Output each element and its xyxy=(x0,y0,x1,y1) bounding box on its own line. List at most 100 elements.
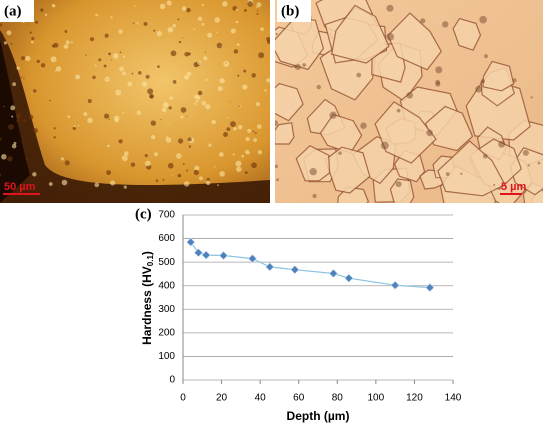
texture xyxy=(165,137,172,143)
texture xyxy=(201,23,205,26)
texture xyxy=(537,161,541,165)
texture xyxy=(219,78,225,84)
texture xyxy=(122,71,126,76)
texture xyxy=(178,138,184,144)
texture xyxy=(136,22,139,25)
texture xyxy=(229,101,231,103)
texture xyxy=(256,6,258,9)
grain xyxy=(374,101,437,164)
texture xyxy=(184,51,189,57)
texture xyxy=(244,9,247,12)
texture xyxy=(426,129,433,137)
data-point xyxy=(425,283,435,293)
texture xyxy=(20,76,22,79)
texture xyxy=(35,20,39,24)
texture xyxy=(194,102,197,105)
grain xyxy=(275,122,295,145)
y-label-part: Hardness (HV xyxy=(140,266,154,345)
texture xyxy=(176,153,182,159)
texture xyxy=(0,173,2,177)
texture xyxy=(1,40,4,42)
texture xyxy=(214,17,221,23)
texture xyxy=(77,125,80,127)
texture xyxy=(242,84,248,90)
texture xyxy=(83,112,88,116)
texture xyxy=(247,128,252,133)
texture xyxy=(316,84,321,90)
texture xyxy=(98,58,102,62)
texture xyxy=(55,70,57,72)
texture xyxy=(28,114,34,120)
texture xyxy=(167,123,169,126)
texture xyxy=(144,153,148,158)
texture xyxy=(266,36,270,42)
texture xyxy=(67,115,71,118)
x-tick-label: 40 xyxy=(255,393,267,404)
texture xyxy=(10,105,16,111)
texture xyxy=(3,105,5,107)
grain xyxy=(330,4,390,64)
texture xyxy=(166,0,172,6)
scale-label: 5 µm xyxy=(501,181,527,193)
texture xyxy=(201,3,204,7)
texture xyxy=(199,176,203,181)
texture xyxy=(94,64,97,67)
label-box xyxy=(277,0,311,22)
texture xyxy=(85,54,87,56)
texture xyxy=(435,66,443,74)
data-point xyxy=(344,273,354,283)
texture xyxy=(386,33,395,41)
texture xyxy=(166,136,168,139)
texture xyxy=(159,3,166,10)
texture xyxy=(72,126,76,131)
texture xyxy=(172,23,176,28)
texture xyxy=(171,174,173,176)
texture xyxy=(108,118,110,120)
texture xyxy=(236,166,242,172)
texture xyxy=(498,140,506,148)
texture xyxy=(201,100,207,106)
texture xyxy=(338,151,342,155)
texture xyxy=(223,60,230,67)
texture xyxy=(8,123,14,130)
texture xyxy=(16,66,20,70)
texture xyxy=(110,16,113,19)
texture xyxy=(110,180,116,186)
texture xyxy=(3,41,8,45)
texture xyxy=(235,20,239,24)
texture xyxy=(530,96,533,99)
data-point xyxy=(248,254,257,264)
y-tick-label: 0 xyxy=(169,375,175,386)
texture xyxy=(36,59,40,64)
grain xyxy=(389,178,415,203)
texture xyxy=(20,56,26,61)
texture xyxy=(65,40,70,45)
texture xyxy=(396,108,401,113)
texture xyxy=(435,81,441,87)
texture xyxy=(56,180,58,183)
x-tick-label: 80 xyxy=(332,393,344,404)
texture xyxy=(180,115,184,119)
texture xyxy=(238,105,241,108)
texture xyxy=(0,137,2,141)
label-box xyxy=(0,0,34,22)
texture xyxy=(53,5,56,8)
texture xyxy=(252,130,255,133)
texture xyxy=(104,33,109,38)
texture xyxy=(32,172,37,177)
texture xyxy=(111,59,113,61)
texture xyxy=(527,164,530,167)
texture xyxy=(237,74,240,77)
x-tick-label: 20 xyxy=(216,393,228,404)
texture xyxy=(484,54,488,59)
data-line xyxy=(190,241,430,289)
data-point xyxy=(329,269,338,278)
data-point xyxy=(390,280,400,290)
texture xyxy=(25,158,29,161)
texture xyxy=(302,63,307,67)
y-tick-label: 500 xyxy=(158,257,175,268)
texture xyxy=(188,145,192,148)
texture xyxy=(25,55,31,62)
texture xyxy=(177,173,182,178)
